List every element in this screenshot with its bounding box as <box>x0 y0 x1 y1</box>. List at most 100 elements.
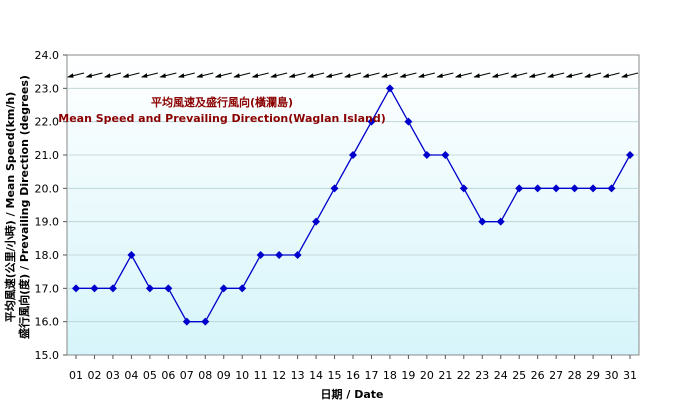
x-tick-label: 15 <box>328 369 342 382</box>
direction-arrow-icon <box>177 72 195 78</box>
direction-arrow-icon <box>122 72 140 78</box>
x-tick-label: 25 <box>512 369 526 382</box>
direction-arrow-icon <box>85 72 103 78</box>
x-tick-label: 12 <box>272 369 286 382</box>
chart-subtitle: Mean Speed and Prevailing Direction(Wagl… <box>58 112 385 125</box>
direction-arrow-icon <box>103 72 122 78</box>
x-tick-label: 24 <box>494 369 508 382</box>
direction-arrow-icon <box>399 72 417 78</box>
x-tick-label: 05 <box>143 369 157 382</box>
x-tick-label: 22 <box>457 369 471 382</box>
x-tick-label: 21 <box>438 369 452 382</box>
direction-arrow-icon <box>196 72 214 78</box>
x-tick-label: 28 <box>568 369 582 382</box>
x-tick-label: 29 <box>586 369 600 382</box>
data-point <box>367 117 376 126</box>
direction-arrow-icon <box>454 72 472 78</box>
x-tick-label: 16 <box>346 369 360 382</box>
y-tick-label: 19.0 <box>35 216 60 229</box>
data-point <box>275 251 284 259</box>
x-tick-label: 27 <box>549 369 563 382</box>
y-tick-label: 22.0 <box>35 116 60 129</box>
data-point <box>219 284 228 293</box>
direction-arrow-icon <box>417 72 435 78</box>
direction-arrow-icon <box>251 72 269 78</box>
x-tick-label: 10 <box>235 369 249 382</box>
direction-arrow-icon <box>362 72 380 78</box>
direction-arrow-icon <box>288 72 306 78</box>
data-point <box>90 284 99 293</box>
data-point <box>256 251 265 259</box>
data-point <box>626 151 634 159</box>
direction-arrows <box>67 72 639 78</box>
direction-arrow-icon <box>473 72 491 78</box>
direction-arrow-icon <box>159 72 177 78</box>
data-point <box>238 284 247 293</box>
direction-arrow-icon <box>380 72 399 78</box>
x-tick-label: 20 <box>420 369 434 382</box>
data-point <box>164 284 173 293</box>
x-tick-label: 31 <box>623 369 637 382</box>
x-tick-label: 03 <box>106 369 120 382</box>
data-point <box>441 151 450 159</box>
direction-arrow-icon <box>140 72 158 78</box>
x-axis-title: 日期 / Date <box>321 387 384 401</box>
x-tick-label: 18 <box>383 369 397 382</box>
direction-arrow-icon <box>214 72 232 78</box>
y-tick-label: 15.0 <box>35 349 60 362</box>
x-tick-label: 14 <box>309 369 323 382</box>
direction-arrow-icon <box>67 72 85 78</box>
x-tick-label: 13 <box>291 369 305 382</box>
y-tick-label: 21.0 <box>35 149 60 162</box>
data-point <box>552 184 561 193</box>
x-tick-label: 04 <box>124 369 138 382</box>
data-point <box>533 184 542 193</box>
data-point <box>72 284 80 293</box>
data-point <box>422 151 431 159</box>
data-point <box>330 184 339 193</box>
plot-area <box>66 54 640 356</box>
data-point <box>607 184 616 193</box>
direction-arrow-icon <box>233 72 251 78</box>
direction-arrow-icon <box>621 72 639 78</box>
direction-arrow-icon <box>491 72 509 78</box>
data-point <box>589 184 598 193</box>
y-tick-label: 23.0 <box>35 82 60 95</box>
data-point <box>108 284 117 293</box>
data-point <box>496 217 505 226</box>
data-point <box>515 184 524 193</box>
direction-arrow-icon <box>528 72 546 78</box>
data-point <box>570 184 579 193</box>
x-tick-label: 07 <box>180 369 194 382</box>
series-markers <box>72 84 634 326</box>
data-point <box>478 217 487 226</box>
direction-arrow-icon <box>344 72 362 78</box>
x-tick-label: 19 <box>401 369 415 382</box>
data-point <box>312 217 321 226</box>
y-tick-label: 18.0 <box>35 249 60 262</box>
y-tick-label: 24.0 <box>35 49 60 62</box>
data-point <box>349 151 357 159</box>
x-tick-label: 30 <box>605 369 619 382</box>
y-axis-ticks: 15.0 16.0 17.0 18.0 19.0 20.0 21.0 22.0 23.0 24.0 <box>35 49 67 362</box>
data-point <box>201 317 210 326</box>
x-tick-label: 23 <box>475 369 489 382</box>
y-tick-label: 20.0 <box>35 182 60 195</box>
direction-arrow-icon <box>602 72 620 78</box>
x-tick-label: 01 <box>69 369 83 382</box>
x-tick-label: 26 <box>531 369 545 382</box>
data-point <box>385 84 394 93</box>
y-tick-label: 16.0 <box>35 316 60 329</box>
direction-arrow-icon <box>436 72 454 78</box>
direction-arrow-icon <box>270 72 288 78</box>
direction-arrow-icon <box>307 72 325 78</box>
y-axis-title-line2: 盛行風向(度) / Prevailing Direction (degrees) <box>17 75 31 339</box>
direction-arrow-icon <box>547 72 565 78</box>
direction-arrow-icon <box>510 72 528 78</box>
x-tick-label: 17 <box>364 369 378 382</box>
data-point <box>145 284 154 293</box>
y-axis-title-line1: 平均風速(公里/小時) / Mean Speed(km/h) <box>3 92 17 323</box>
chart-title: 平均風速及盛行風向(橫瀾島) <box>151 95 293 109</box>
y-tick-label: 17.0 <box>35 282 60 295</box>
direction-arrow-icon <box>584 72 602 78</box>
